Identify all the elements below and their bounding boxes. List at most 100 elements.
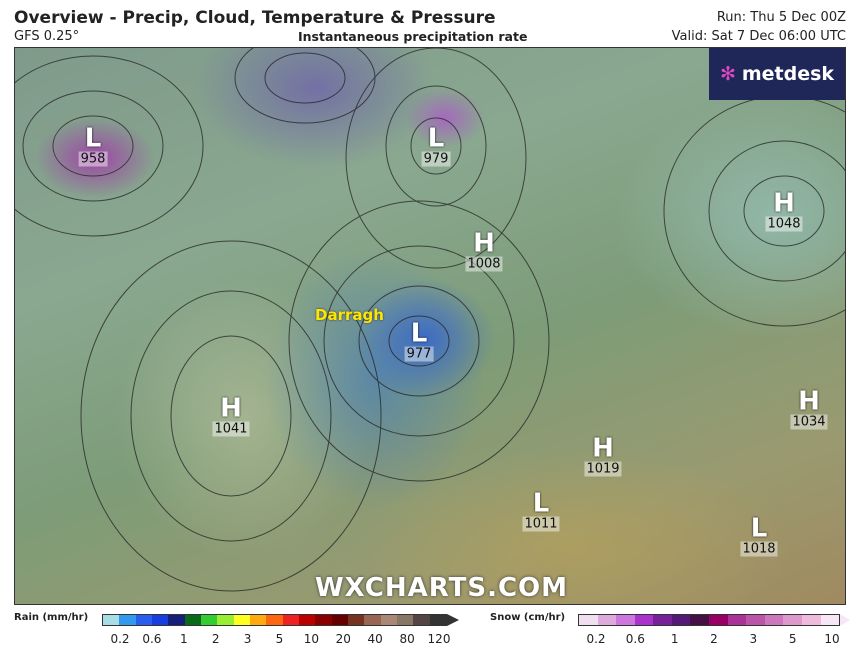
colorbar-swatch xyxy=(634,615,654,625)
colorbar-tick-label: 20 xyxy=(335,632,351,646)
colorbar-swatch xyxy=(168,615,185,625)
pressure-type: H xyxy=(592,433,614,464)
colorbar-tick-label: 3 xyxy=(243,632,252,646)
colorbar-tick-label: 0.2 xyxy=(586,632,606,646)
high-pressure-center: H 1019 xyxy=(584,433,622,477)
pressure-value: 1018 xyxy=(740,541,778,557)
colorbar-tick-label: 10 xyxy=(824,632,840,646)
colorbar-swatch xyxy=(429,615,446,625)
colorbar-swatch xyxy=(282,615,299,625)
colorbar-swatch xyxy=(396,615,414,625)
colorbar-swatch xyxy=(364,615,381,625)
colorbar-swatch xyxy=(820,615,840,625)
colorbar-swatch xyxy=(653,615,672,625)
colorbar-tick-label: 0.2 xyxy=(110,632,130,646)
colorbar-swatch xyxy=(579,615,598,625)
pressure-value: 1019 xyxy=(584,461,622,477)
high-pressure-center: H 1048 xyxy=(765,188,803,232)
pressure-value: 977 xyxy=(404,346,434,362)
pressure-value: 1041 xyxy=(212,421,250,437)
isobars xyxy=(15,48,845,592)
colorbar-tick-label: 0.6 xyxy=(625,632,645,646)
colorbar-swatch xyxy=(413,615,430,625)
snow-colorbar xyxy=(578,614,840,626)
low-pressure-center: L 1018 xyxy=(740,513,778,557)
snow-legend-label: Snow (cm/hr) xyxy=(490,612,566,623)
valid-time: Valid: Sat 7 Dec 06:00 UTC xyxy=(671,29,846,44)
colorbar-tick-label: 80 xyxy=(399,632,415,646)
colorbar-tick-label: 2 xyxy=(211,632,220,646)
colorbar-tick-label: 1 xyxy=(670,632,679,646)
colorbar-swatch xyxy=(298,615,316,625)
colorbar-swatch xyxy=(151,615,169,625)
high-pressure-center: H 1008 xyxy=(465,228,503,272)
pressure-type: H xyxy=(220,393,242,424)
rain-colorbar-arrow xyxy=(447,614,459,626)
colorbar-tick-label: 120 xyxy=(427,632,451,646)
colorbar-tick-label: 2 xyxy=(710,632,718,646)
colorbar-swatch xyxy=(315,615,332,625)
colorbar-swatch xyxy=(597,615,617,625)
pressure-type: H xyxy=(473,228,495,259)
colorbar-tick-label: 1 xyxy=(179,632,188,646)
colorbar-swatch xyxy=(764,615,784,625)
colorbar-swatch xyxy=(331,615,348,625)
logo-icon: ✻ xyxy=(719,63,736,85)
pressure-type: H xyxy=(798,386,820,417)
colorbar-tick-label: 5 xyxy=(275,632,284,646)
colorbar-swatch xyxy=(217,615,234,625)
colorbar-swatch xyxy=(690,615,710,625)
pressure-value: 979 xyxy=(421,151,451,167)
colorbar-swatch xyxy=(135,615,152,625)
colorbar-swatch xyxy=(233,615,250,625)
low-pressure-center: L 979 xyxy=(421,123,451,167)
run-time: Run: Thu 5 Dec 00Z xyxy=(716,10,846,25)
low-pressure-center: L 1011 xyxy=(522,488,560,532)
rain-colorbar xyxy=(102,614,447,626)
colorbar-tick-label: 0.6 xyxy=(142,632,162,646)
colorbar-swatch xyxy=(616,615,635,625)
colorbar-swatch xyxy=(266,615,283,625)
pressure-type: L xyxy=(84,123,102,154)
pressure-type: L xyxy=(750,513,768,544)
rain-legend-label: Rain (mm/hr) xyxy=(14,612,89,623)
low-pressure-center: L 958 xyxy=(78,123,108,167)
colorbar-tick-label: 40 xyxy=(367,632,383,646)
high-pressure-center: H 1041 xyxy=(212,393,250,437)
pressure-value: 1034 xyxy=(790,414,828,430)
colorbar-swatch xyxy=(249,615,267,625)
storm-name-label: Darragh xyxy=(315,306,384,324)
pressure-type: L xyxy=(532,488,550,519)
pressure-value: 1011 xyxy=(522,516,560,532)
colorbar-swatch xyxy=(347,615,365,625)
pressure-type: L xyxy=(410,318,428,349)
high-pressure-center: H 1034 xyxy=(790,386,828,430)
colorbar-tick-label: 5 xyxy=(788,632,797,646)
colorbar-swatch xyxy=(709,615,728,625)
colorbar-swatch xyxy=(103,615,120,625)
colorbar-tick-label: 3 xyxy=(749,632,758,646)
colorbar-swatch xyxy=(801,615,821,625)
colorbar-swatch xyxy=(671,615,691,625)
watermark: WXCHARTS.COM xyxy=(315,573,569,603)
model-label: GFS 0.25° xyxy=(14,29,80,44)
pressure-value: 1048 xyxy=(765,216,803,232)
low-pressure-center: L 977 xyxy=(404,318,434,362)
colorbar-swatch xyxy=(746,615,765,625)
chart-subtitle: Instantaneous precipitation rate xyxy=(298,29,528,44)
metdesk-logo: ✻ metdesk xyxy=(709,48,845,100)
pressure-type: H xyxy=(773,188,795,219)
weather-map: Darragh L 958 L 979 H 1008 L 977 H 1041 H 1048 H 1034… xyxy=(14,47,846,605)
colorbar-swatch xyxy=(380,615,397,625)
colorbar-swatch xyxy=(783,615,802,625)
colorbar-swatch xyxy=(119,615,136,625)
pressure-type: L xyxy=(427,123,445,154)
colorbar-tick-label: 10 xyxy=(303,632,320,646)
pressure-value: 958 xyxy=(78,151,108,167)
colorbar-swatch xyxy=(184,615,201,625)
colorbar-swatch xyxy=(727,615,747,625)
colorbar-swatch xyxy=(200,615,218,625)
pressure-value: 1008 xyxy=(465,256,503,272)
snow-colorbar-arrow xyxy=(840,614,850,626)
chart-title: Overview - Precip, Cloud, Temperature & … xyxy=(14,8,496,28)
